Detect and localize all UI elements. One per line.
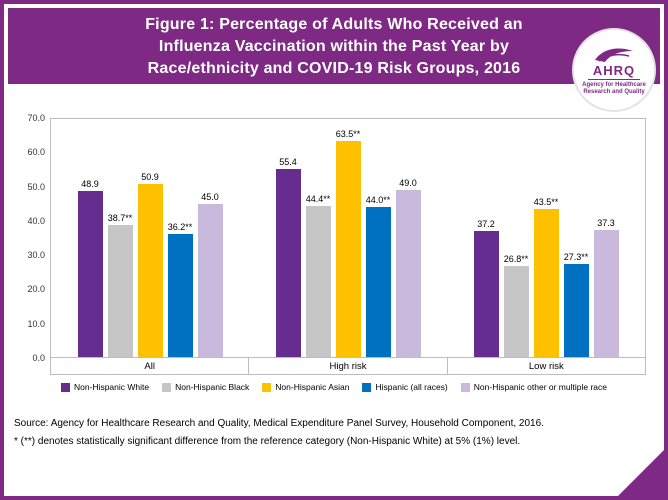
- legend-label: Non-Hispanic other or multiple race: [473, 382, 607, 392]
- y-tick-label: 40.0: [27, 215, 45, 226]
- x-category-label: High risk: [248, 358, 446, 374]
- bar-non-hispanic-white: [77, 190, 103, 357]
- bar-hispanic-all-races-: [563, 264, 589, 357]
- logo-acronym: AHRQ: [592, 62, 636, 78]
- legend-item: Non-Hispanic Asian: [262, 382, 349, 392]
- corner-triangle-decoration: [618, 450, 664, 496]
- bar-value-label: 55.4: [279, 156, 297, 167]
- legend-swatch-icon: [362, 382, 372, 392]
- logo-tagline: Agency for Healthcare Research and Quali…: [582, 81, 646, 95]
- bar-hispanic-all-races-: [167, 233, 193, 357]
- figure-title-line-1: Figure 1: Percentage of Adults Who Recei…: [145, 16, 523, 33]
- bar-non-hispanic-asian: [533, 209, 559, 357]
- bar-group-all: 48.9 38.7** 50.9 36.2** 45.0: [77, 119, 223, 357]
- chart-area: 0.0 10.0 20.0 30.0 40.0 50.0 60.0 70.0 48.9 38.7…: [8, 113, 660, 375]
- bar-non-hispanic-white: [473, 230, 499, 357]
- legend-label: Non-Hispanic Black: [175, 382, 250, 392]
- bar-value-label: 36.2**: [167, 221, 193, 232]
- bar-value-label: 26.8**: [503, 253, 529, 264]
- plot-column: 48.9 38.7** 50.9 36.2** 45.0 55.4 44.4** 63.5**…: [50, 118, 646, 375]
- legend-swatch-icon: [61, 382, 70, 392]
- legend-swatch-icon: [460, 382, 470, 392]
- bar-wrap: 50.9: [137, 119, 163, 357]
- bar-wrap: 55.4: [275, 119, 301, 357]
- source-note: Source: Agency for Healthcare Research a…: [14, 418, 544, 429]
- bar-wrap: 44.0**: [365, 119, 391, 357]
- figure-title-line-3: Race/ethnicity and COVID-19 Risk Groups,…: [147, 60, 521, 77]
- bar-non-hispanic-asian: [137, 183, 163, 357]
- bar-non-hispanic-white: [275, 168, 301, 357]
- bar-non-hispanic-other-or-multiple-race: [395, 190, 421, 357]
- bar-value-label: 38.7**: [107, 213, 133, 224]
- y-tick-label: 20.0: [27, 284, 45, 295]
- bar-non-hispanic-asian: [335, 141, 361, 357]
- plot-area: 48.9 38.7** 50.9 36.2** 45.0 55.4 44.4** 63.5**…: [50, 118, 646, 358]
- y-tick-label: 60.0: [27, 147, 45, 158]
- bar-value-label: 50.9: [141, 171, 159, 182]
- legend-swatch-icon: [162, 382, 172, 392]
- y-tick-label: 30.0: [27, 250, 45, 261]
- legend-label: Hispanic (all races): [375, 382, 448, 392]
- figure-title-line-2: Influenza Vaccination within the Past Ye…: [158, 38, 510, 55]
- eagle-icon: [593, 45, 635, 64]
- logo-divider: [588, 78, 640, 80]
- bar-value-label: 63.5**: [335, 129, 361, 140]
- legend-label: Non-Hispanic Asian: [275, 382, 350, 392]
- bar-wrap: 27.3**: [563, 119, 589, 357]
- bar-wrap: 45.0: [197, 119, 223, 357]
- bar-wrap: 44.4**: [305, 119, 331, 357]
- legend: Non-Hispanic White Non-Hispanic Black Non-…: [8, 382, 660, 392]
- bar-non-hispanic-black: [503, 265, 529, 357]
- bar-wrap: 36.2**: [167, 119, 193, 357]
- bar-wrap: 63.5**: [335, 119, 361, 357]
- bar-value-label: 49.0: [399, 178, 417, 189]
- bar-value-label: 48.9: [81, 178, 99, 189]
- bar-value-label: 37.2: [477, 218, 495, 229]
- bar-value-label: 43.5**: [533, 197, 559, 208]
- y-tick-label: 50.0: [27, 181, 45, 192]
- significance-footnote: * (**) denotes statistically significant…: [14, 436, 521, 447]
- bar-value-label: 44.4**: [305, 194, 331, 205]
- footer: Source: Agency for Healthcare Research a…: [8, 418, 660, 447]
- bar-wrap: 48.9: [77, 119, 103, 357]
- legend-item: Non-Hispanic Black: [162, 382, 249, 392]
- x-category-label: All: [144, 361, 155, 372]
- bar-non-hispanic-black: [305, 206, 331, 357]
- bar-non-hispanic-black: [107, 225, 133, 357]
- ahrq-logo: AHRQ Agency for Healthcare Research and …: [572, 28, 656, 112]
- legend-label: Non-Hispanic White: [74, 382, 150, 392]
- bar-group-high-risk: 55.4 44.4** 63.5** 44.0** 49.0: [275, 119, 421, 357]
- y-tick-label: 70.0: [27, 113, 45, 123]
- bar-non-hispanic-other-or-multiple-race: [593, 230, 619, 357]
- y-tick-label: 10.0: [27, 318, 45, 329]
- bar-hispanic-all-races-: [365, 207, 391, 357]
- bar-wrap: 37.3: [593, 119, 619, 357]
- bar-value-label: 37.3: [597, 218, 615, 229]
- x-category-label: Low risk: [446, 358, 645, 374]
- legend-item: Non-Hispanic White: [61, 382, 149, 392]
- title-banner: Figure 1: Percentage of Adults Who Recei…: [8, 8, 660, 84]
- bar-wrap: 49.0: [395, 119, 421, 357]
- bar-value-label: 44.0**: [365, 195, 391, 206]
- legend-item: Non-Hispanic other or multiple race: [460, 382, 607, 392]
- bar-value-label: 45.0: [201, 192, 219, 202]
- bar-group-low-risk: 37.2 26.8** 43.5** 27.3** 37.3: [473, 119, 619, 357]
- bar-wrap: 37.2: [473, 119, 499, 357]
- bar-wrap: 26.8**: [503, 119, 529, 357]
- y-axis: 0.0 10.0 20.0 30.0 40.0 50.0 60.0 70.0: [14, 113, 50, 363]
- bar-wrap: 38.7**: [107, 119, 133, 357]
- x-axis-labels: All High risk Low risk: [50, 358, 646, 375]
- legend-item: Hispanic (all races): [362, 382, 448, 392]
- legend-swatch-icon: [262, 382, 272, 392]
- bar-non-hispanic-other-or-multiple-race: [197, 204, 223, 357]
- bar-value-label: 27.3**: [563, 252, 589, 263]
- bar-wrap: 43.5**: [533, 119, 559, 357]
- y-tick-label: 0.0: [32, 353, 45, 363]
